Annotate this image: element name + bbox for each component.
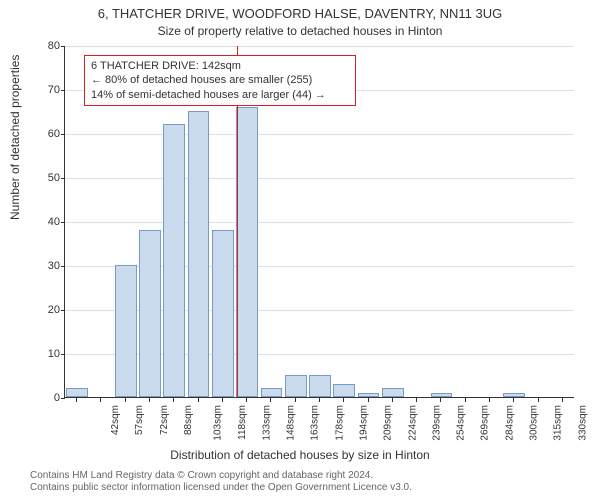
footer-line-2: Contains public sector information licen… [30, 482, 412, 494]
histogram-bar [163, 124, 185, 397]
xtick-mark [246, 398, 247, 402]
ytick-label: 20 [30, 304, 60, 316]
xtick-mark [149, 398, 150, 402]
xtick-label: 269sqm [480, 405, 491, 441]
xtick-mark [76, 398, 77, 402]
ytick-label: 70 [30, 84, 60, 96]
chart-title-main: 6, THATCHER DRIVE, WOODFORD HALSE, DAVEN… [0, 6, 600, 21]
annotation-line-1: 6 THATCHER DRIVE: 142sqm [91, 59, 349, 73]
xtick-mark [392, 398, 393, 402]
gridline [65, 46, 574, 47]
histogram-bar [66, 388, 88, 397]
ytick-mark [61, 398, 65, 399]
histogram-bar [333, 384, 355, 397]
annotation-line-3: 14% of semi-detached houses are larger (… [91, 88, 349, 102]
xtick-mark [270, 398, 271, 402]
xtick-label: 330sqm [577, 405, 588, 441]
histogram-bar [358, 393, 380, 397]
histogram-bar [236, 107, 258, 397]
xtick-label: 57sqm [134, 405, 145, 435]
y-axis-label: Number of detached properties [8, 55, 22, 220]
ytick-label: 80 [30, 40, 60, 52]
chart-title-sub: Size of property relative to detached ho… [0, 24, 600, 38]
ytick-mark [61, 90, 65, 91]
annotation-box: 6 THATCHER DRIVE: 142sqm← 80% of detache… [84, 55, 356, 106]
ytick-mark [61, 46, 65, 47]
xtick-mark [125, 398, 126, 402]
ytick-label: 40 [30, 216, 60, 228]
footer-line-1: Contains HM Land Registry data © Crown c… [30, 470, 412, 482]
xtick-label: 133sqm [261, 405, 272, 441]
xtick-mark [222, 398, 223, 402]
xtick-label: 300sqm [529, 405, 540, 441]
ytick-mark [61, 266, 65, 267]
histogram-bar [188, 111, 210, 397]
xtick-label: 118sqm [236, 405, 247, 440]
xtick-label: 103sqm [213, 405, 224, 441]
xtick-mark [440, 398, 441, 402]
footer-note: Contains HM Land Registry data © Crown c… [30, 470, 412, 494]
gridline [65, 178, 574, 179]
ytick-mark [61, 134, 65, 135]
histogram-bar [382, 388, 404, 397]
ytick-label: 0 [30, 392, 60, 404]
xtick-label: 163sqm [310, 405, 321, 441]
ytick-mark [61, 178, 65, 179]
gridline [65, 134, 574, 135]
xtick-label: 224sqm [407, 405, 418, 441]
histogram-bar [285, 375, 307, 397]
ytick-label: 10 [30, 348, 60, 360]
xtick-label: 42sqm [110, 405, 121, 435]
xtick-mark [513, 398, 514, 402]
xtick-label: 209sqm [383, 405, 394, 441]
xtick-label: 239sqm [431, 405, 442, 441]
histogram-bar [503, 393, 525, 397]
xtick-mark [416, 398, 417, 402]
xtick-label: 315sqm [553, 405, 564, 441]
xtick-mark [489, 398, 490, 402]
ytick-mark [61, 222, 65, 223]
ytick-label: 30 [30, 260, 60, 272]
gridline [65, 222, 574, 223]
xtick-label: 148sqm [286, 405, 297, 441]
xtick-mark [368, 398, 369, 402]
xtick-mark [319, 398, 320, 402]
xtick-mark [100, 398, 101, 402]
histogram-bar [139, 230, 161, 397]
x-axis-label: Distribution of detached houses by size … [0, 448, 600, 462]
xtick-mark [465, 398, 466, 402]
ytick-mark [61, 310, 65, 311]
xtick-label: 88sqm [183, 405, 194, 435]
ytick-label: 60 [30, 128, 60, 140]
xtick-mark [173, 398, 174, 402]
xtick-label: 72sqm [159, 405, 170, 435]
xtick-label: 178sqm [334, 405, 345, 441]
xtick-label: 284sqm [504, 405, 515, 441]
annotation-line-2: ← 80% of detached houses are smaller (25… [91, 73, 349, 87]
xtick-mark [295, 398, 296, 402]
histogram-bar [431, 393, 453, 397]
xtick-label: 254sqm [456, 405, 467, 441]
histogram-bar [115, 265, 137, 397]
histogram-bar [261, 388, 283, 397]
xtick-mark [562, 398, 563, 402]
xtick-mark [538, 398, 539, 402]
histogram-bar [212, 230, 234, 397]
histogram-chart: 6, THATCHER DRIVE, WOODFORD HALSE, DAVEN… [0, 0, 600, 500]
xtick-mark [343, 398, 344, 402]
xtick-label: 194sqm [359, 405, 370, 441]
ytick-mark [61, 354, 65, 355]
histogram-bar [309, 375, 331, 397]
xtick-mark [198, 398, 199, 402]
ytick-label: 50 [30, 172, 60, 184]
